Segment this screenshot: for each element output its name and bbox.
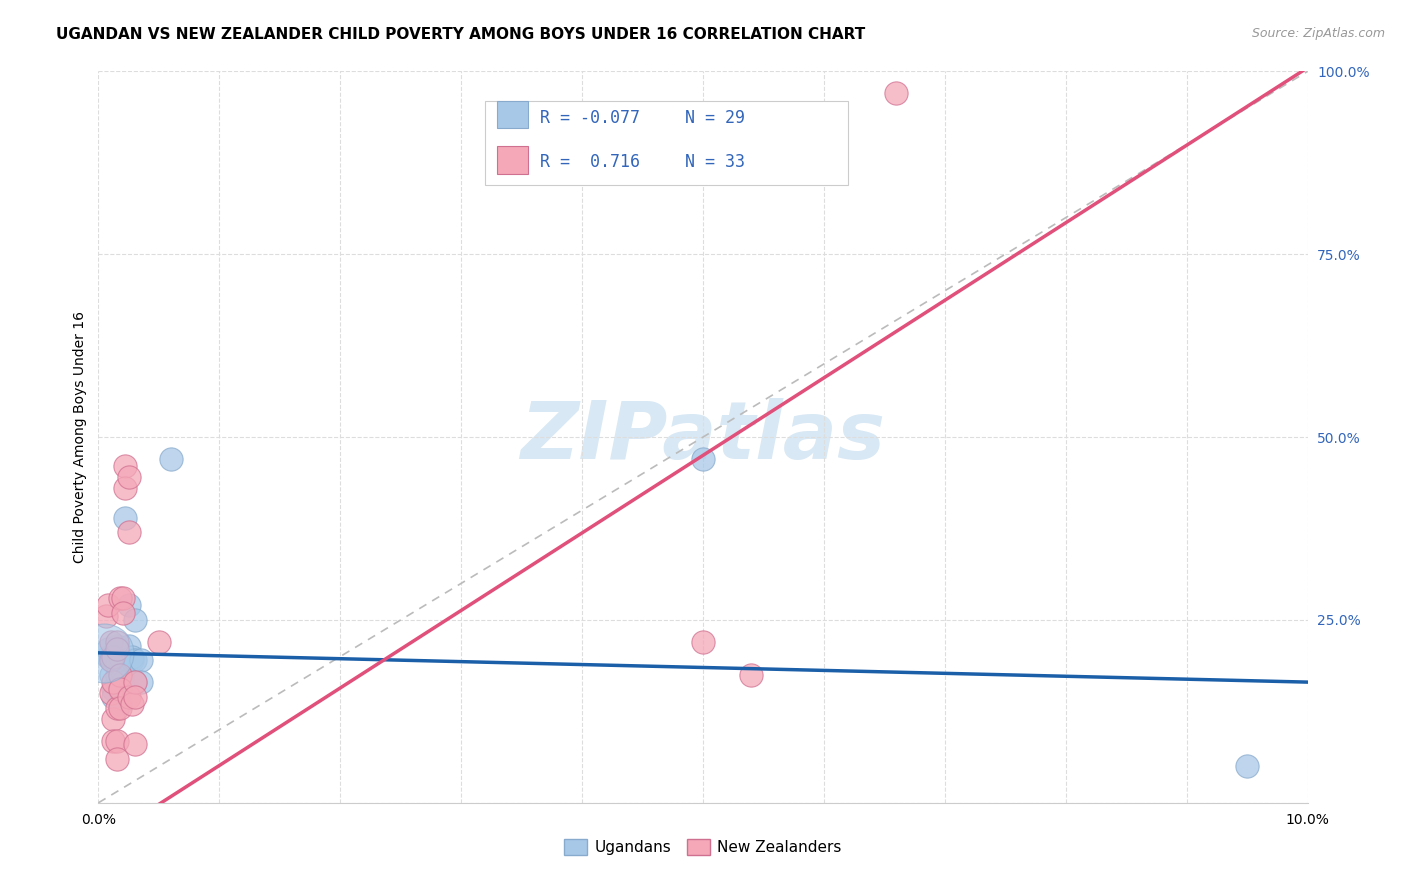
Point [105, 700, 128, 714]
Point [105, 733, 128, 747]
Point [121, 649, 143, 664]
Point [124, 613, 146, 627]
Point [108, 649, 131, 664]
Point [100, 686, 122, 700]
Text: R =  0.716: R = 0.716 [540, 153, 640, 171]
Text: Source: ZipAtlas.com: Source: ZipAtlas.com [1251, 27, 1385, 40]
Point [108, 667, 131, 681]
Point [114, 481, 136, 495]
Point [886, 87, 908, 101]
Point [124, 653, 146, 667]
Point [124, 737, 146, 751]
Point [121, 697, 143, 711]
FancyBboxPatch shape [485, 101, 848, 185]
Point [108, 682, 131, 697]
Point [124, 675, 146, 690]
Point [105, 657, 128, 671]
FancyBboxPatch shape [498, 146, 527, 174]
Point [108, 667, 131, 681]
Point [108, 700, 131, 714]
Point [105, 635, 128, 649]
Point [118, 470, 141, 484]
Point [692, 635, 714, 649]
Point [148, 635, 170, 649]
Point [160, 452, 183, 467]
Point [101, 675, 124, 690]
Text: N = 29: N = 29 [685, 110, 745, 128]
Point [100, 649, 122, 664]
Point [93, 646, 115, 660]
Legend: Ugandans, New Zealanders: Ugandans, New Zealanders [558, 833, 848, 861]
Point [105, 752, 128, 766]
Point [108, 682, 131, 697]
Point [101, 690, 124, 704]
Point [97, 642, 120, 657]
Text: N = 33: N = 33 [685, 153, 745, 171]
Point [111, 606, 134, 620]
Point [97, 599, 120, 613]
Point [101, 682, 124, 697]
Point [111, 675, 134, 690]
Point [100, 653, 122, 667]
Point [111, 667, 134, 681]
Point [108, 697, 131, 711]
Point [129, 675, 152, 690]
Point [105, 642, 128, 657]
Point [101, 712, 124, 726]
Point [121, 653, 143, 667]
Point [97, 649, 120, 664]
Point [108, 591, 131, 605]
Point [118, 599, 141, 613]
FancyBboxPatch shape [498, 101, 527, 128]
Text: ZIPatlas: ZIPatlas [520, 398, 886, 476]
Point [101, 733, 124, 747]
Point [118, 639, 141, 653]
Point [114, 459, 136, 474]
Point [111, 591, 134, 605]
Point [94, 609, 117, 624]
Point [692, 452, 714, 467]
Point [1236, 759, 1258, 773]
Text: R = -0.077: R = -0.077 [540, 110, 640, 128]
Point [105, 639, 128, 653]
Point [740, 667, 762, 681]
Point [124, 675, 146, 690]
Point [101, 649, 124, 664]
Point [114, 510, 136, 524]
Point [105, 667, 128, 681]
Point [100, 667, 122, 681]
Point [100, 635, 122, 649]
Text: UGANDAN VS NEW ZEALANDER CHILD POVERTY AMONG BOYS UNDER 16 CORRELATION CHART: UGANDAN VS NEW ZEALANDER CHILD POVERTY A… [56, 27, 866, 42]
Point [100, 653, 122, 667]
Point [118, 525, 141, 540]
Point [129, 653, 152, 667]
Point [124, 690, 146, 704]
Y-axis label: Child Poverty Among Boys Under 16: Child Poverty Among Boys Under 16 [73, 311, 87, 563]
Point [118, 690, 141, 704]
